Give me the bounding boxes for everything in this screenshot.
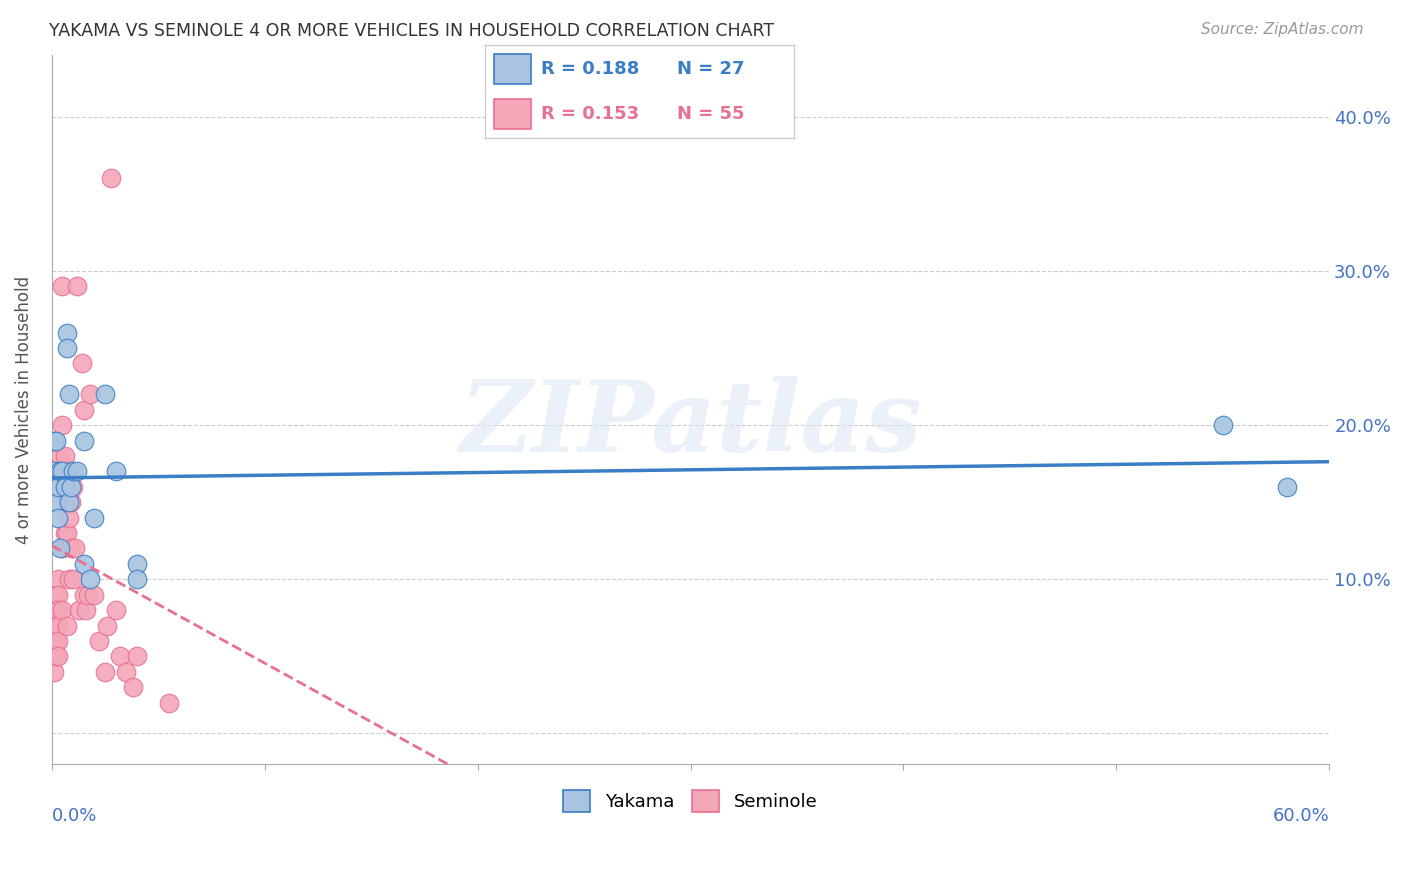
Text: R = 0.188: R = 0.188 (541, 60, 640, 78)
Point (58, 464, 80, 478)
Y-axis label: 4 or more Vehicles in Household: 4 or more Vehicles in Household (15, 276, 32, 544)
Point (49, 464, 72, 478)
Point (104, 603, 127, 617)
Point (46, 603, 69, 617)
Point (104, 464, 127, 478)
Point (83, 588, 105, 602)
Point (42, 434, 65, 448)
Point (55, 341, 77, 355)
Point (94, 387, 117, 401)
Point (58, 510, 80, 524)
Text: 60.0%: 60.0% (1272, 807, 1329, 825)
Point (46, 510, 69, 524)
Point (62, 464, 84, 478)
FancyBboxPatch shape (495, 99, 531, 129)
Point (1275, 480, 1298, 494)
FancyBboxPatch shape (495, 54, 531, 84)
Point (45, 588, 67, 602)
Point (66, 464, 89, 478)
Point (51, 464, 73, 478)
Point (53, 449, 76, 463)
Point (70, 356, 93, 370)
Point (53, 480, 76, 494)
Point (42, 603, 65, 617)
Point (108, 649, 131, 664)
Point (42, 665, 65, 679)
Point (49, 464, 72, 478)
Point (79, 387, 101, 401)
Point (75, 603, 97, 617)
Text: R = 0.153: R = 0.153 (541, 105, 638, 123)
Point (125, 557, 148, 571)
Point (83, 510, 105, 524)
Point (125, 649, 148, 664)
Point (66, 279, 89, 293)
Point (55, 326, 77, 340)
Point (96, 618, 118, 632)
Point (46, 649, 69, 664)
Legend: Yakama, Seminole: Yakama, Seminole (557, 782, 825, 819)
Point (79, 572, 101, 586)
Point (58, 387, 80, 401)
Text: 0.0%: 0.0% (52, 807, 97, 825)
Text: YAKAMA VS SEMINOLE 4 OR MORE VEHICLES IN HOUSEHOLD CORRELATION CHART: YAKAMA VS SEMINOLE 4 OR MORE VEHICLES IN… (49, 22, 775, 40)
Point (55, 618, 77, 632)
Point (59, 541, 82, 556)
Point (121, 680, 143, 694)
Point (94, 665, 117, 679)
Text: N = 27: N = 27 (676, 60, 744, 78)
Point (53, 480, 76, 494)
Point (73, 434, 96, 448)
Point (157, 696, 180, 710)
Point (42, 464, 65, 478)
Point (73, 402, 96, 417)
Point (77, 588, 100, 602)
Point (45, 603, 67, 617)
Point (46, 572, 69, 586)
Point (49, 449, 72, 463)
Point (45, 618, 67, 632)
Point (58, 572, 80, 586)
Text: N = 55: N = 55 (676, 105, 744, 123)
Point (51, 541, 73, 556)
Point (46, 588, 69, 602)
Point (73, 588, 96, 602)
Point (125, 572, 148, 586)
Point (87, 634, 110, 648)
Text: ZIPatlas: ZIPatlas (460, 376, 922, 472)
Point (51, 603, 73, 617)
Point (1212, 418, 1234, 433)
Point (51, 418, 73, 433)
Point (45, 434, 67, 448)
Point (46, 480, 69, 494)
Point (100, 171, 122, 186)
Point (59, 495, 82, 509)
Point (45, 495, 67, 509)
Point (67, 603, 90, 617)
Point (46, 634, 69, 648)
Point (55, 526, 77, 541)
Point (46, 618, 69, 632)
Point (62, 572, 84, 586)
Point (58, 495, 80, 509)
Point (49, 541, 72, 556)
Point (55, 495, 77, 509)
Point (45, 649, 67, 664)
Point (59, 480, 82, 494)
Point (73, 557, 96, 571)
Point (45, 634, 67, 648)
Point (53, 526, 76, 541)
Point (42, 634, 65, 648)
Text: Source: ZipAtlas.com: Source: ZipAtlas.com (1201, 22, 1364, 37)
Point (115, 665, 138, 679)
Point (63, 541, 86, 556)
Point (51, 279, 73, 293)
Point (42, 649, 65, 664)
Point (42, 618, 65, 632)
Point (62, 480, 84, 494)
